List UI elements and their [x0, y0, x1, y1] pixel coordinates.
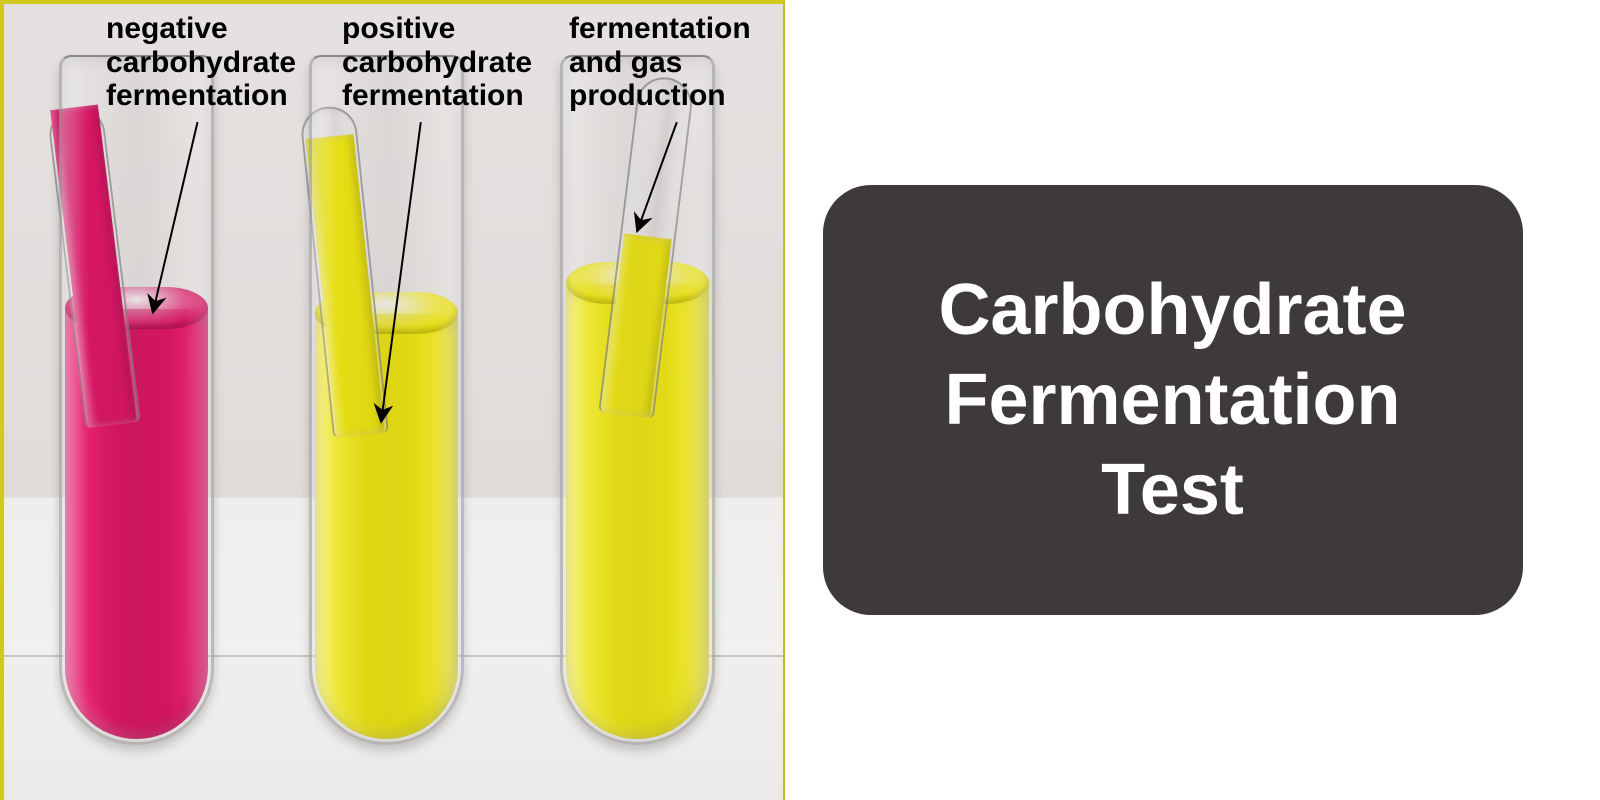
label-gas: fermentation and gas production [569, 12, 751, 113]
tube-glass [309, 55, 464, 745]
tube-glass [59, 55, 214, 745]
label-positive: positive carbohydrate fermentation [342, 12, 532, 113]
title-panel: Carbohydrate Fermentation Test [785, 0, 1600, 800]
fermentation-figure: negative carbohydrate fermentation posit… [0, 0, 785, 800]
label-negative: negative carbohydrate fermentation [106, 12, 296, 113]
test-tube-gas [560, 55, 715, 745]
test-tube-positive [309, 55, 464, 745]
title-text: Carbohydrate Fermentation Test [938, 265, 1406, 535]
tube-glass [560, 55, 715, 745]
test-tube-negative [59, 55, 214, 745]
title-card: Carbohydrate Fermentation Test [823, 185, 1523, 615]
